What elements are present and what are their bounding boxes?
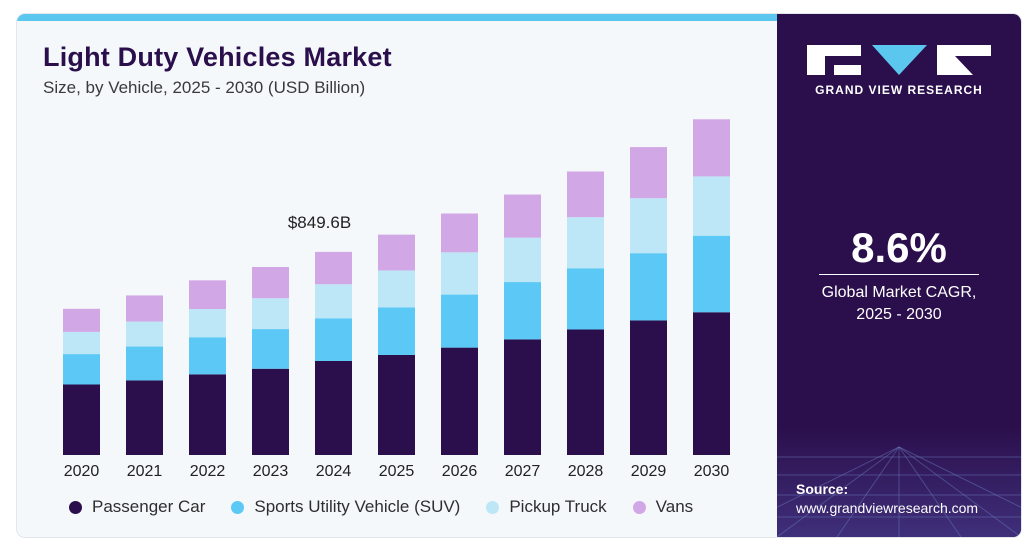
x-tick-label: 2027 (505, 463, 541, 480)
brand-logo (807, 45, 991, 75)
bar-segment-2029-suv (630, 253, 667, 321)
bar-segment-2025-vans (378, 234, 415, 271)
bar-segment-2030-pickup-truck (693, 176, 730, 236)
legend-label: Pickup Truck (509, 497, 607, 516)
chart-card: Light Duty Vehicles Market Size, by Vehi… (17, 14, 1021, 537)
legend-item-suv: Sports Utility Vehicle (SUV) (231, 497, 460, 517)
legend-label: Passenger Car (92, 497, 206, 516)
legend-swatch (231, 500, 245, 514)
legend-label: Vans (655, 497, 694, 516)
bar-segment-2021-pickup-truck (126, 321, 163, 347)
bar-segment-2022-suv (189, 337, 226, 375)
bar-segment-2028-vans (567, 171, 604, 218)
brand-name: GRAND VIEW RESEARCH (815, 83, 983, 97)
bar-segment-2024-pickup-truck (315, 284, 352, 319)
bar-segment-2026-vans (441, 213, 478, 253)
bar-segment-2026-passenger-car (441, 347, 478, 455)
bar-segment-2029-passenger-car (630, 320, 667, 455)
x-tick-label: 2020 (64, 463, 100, 480)
chart-subtitle: Size, by Vehicle, 2025 - 2030 (USD Billi… (43, 78, 366, 97)
source-url[interactable]: www.grandviewresearch.com (796, 500, 979, 516)
bar-segment-2025-passenger-car (378, 354, 415, 455)
bar-segment-2026-suv (441, 294, 478, 348)
legend-item-pickup-truck: Pickup Truck (486, 497, 607, 517)
stacked-bar-chart: 2020 2021 2022 2023 2024 $849.6B 2025 2026 2027 2… (63, 119, 730, 480)
bar-segment-2020-suv (63, 354, 100, 385)
bar-segment-2027-vans (504, 194, 541, 238)
bar-segment-2020-vans (63, 308, 100, 332)
bar-segment-2022-passenger-car (189, 374, 226, 455)
bar-segment-2023-suv (252, 329, 289, 369)
chart-title: Light Duty Vehicles Market (43, 42, 392, 72)
bar-segment-2025-pickup-truck (378, 270, 415, 308)
info-panel: GRAND VIEW RESEARCH 8.6% Global Market C… (777, 14, 1021, 537)
legend-swatch (69, 500, 82, 514)
decorative-grid (777, 427, 1021, 537)
bar-segment-2027-pickup-truck (504, 237, 541, 283)
cagr-value: 8.6% (851, 224, 947, 271)
x-tick-label: 2026 (442, 463, 478, 480)
bar-segment-2028-passenger-car (567, 329, 604, 455)
bar-segment-2023-pickup-truck (252, 298, 289, 330)
bar-segment-2022-pickup-truck (189, 309, 226, 338)
cagr-label-line1: Global Market CAGR, (821, 284, 977, 301)
legend-swatch (486, 500, 500, 514)
cagr-label: Global Market CAGR, 2025 - 2030 (777, 282, 1021, 326)
bar-segment-2023-vans (252, 266, 289, 299)
bar-segment-2025-suv (378, 307, 415, 355)
source-label: Source: (796, 481, 849, 497)
bar-segment-2024-vans (315, 251, 352, 285)
bar-segment-2023-passenger-car (252, 368, 289, 455)
x-tick-label: 2021 (127, 463, 163, 480)
legend: Passenger Car Sports Utility Vehicle (SU… (69, 497, 693, 517)
bar-segment-2020-pickup-truck (63, 331, 100, 355)
x-tick-label: 2025 (379, 463, 415, 480)
x-tick-label: 2024 (316, 463, 352, 480)
x-tick-label: 2022 (190, 463, 226, 480)
bar-segment-2028-pickup-truck (567, 217, 604, 269)
legend-item-vans: Vans (632, 497, 694, 517)
bar-segment-2027-suv (504, 282, 541, 340)
bar-segment-2026-pickup-truck (441, 252, 478, 295)
bar-segment-2024-suv (315, 318, 352, 361)
legend-label: Sports Utility Vehicle (SUV) (254, 497, 461, 516)
accent-line (17, 14, 777, 21)
cagr-label-line2: 2025 - 2030 (856, 306, 942, 323)
bar-segment-2021-suv (126, 346, 163, 381)
bar-segment-2027-passenger-car (504, 339, 541, 455)
legend-item-passenger-car: Passenger Car (69, 497, 205, 517)
bar-segment-2029-vans (630, 147, 667, 199)
x-tick-label: 2030 (694, 463, 730, 480)
bar-segment-2022-vans (189, 280, 226, 310)
bar-segment-2030-suv (693, 235, 730, 313)
x-tick-label: 2023 (253, 463, 289, 480)
bar-segment-2030-passenger-car (693, 312, 730, 455)
bar-segment-2028-suv (567, 268, 604, 330)
x-tick-label: 2028 (568, 463, 604, 480)
data-label-annotation: $849.6B (288, 213, 351, 232)
legend-swatch (632, 500, 646, 514)
bar-segment-2021-passenger-car (126, 380, 163, 455)
divider (819, 274, 979, 275)
bar-segment-2021-vans (126, 295, 163, 322)
bar-segment-2024-passenger-car (315, 360, 352, 455)
x-tick-label: 2029 (631, 463, 667, 480)
bar-segment-2029-pickup-truck (630, 198, 667, 254)
bar-segment-2030-vans (693, 119, 730, 177)
bar-segment-2020-passenger-car (63, 384, 100, 455)
